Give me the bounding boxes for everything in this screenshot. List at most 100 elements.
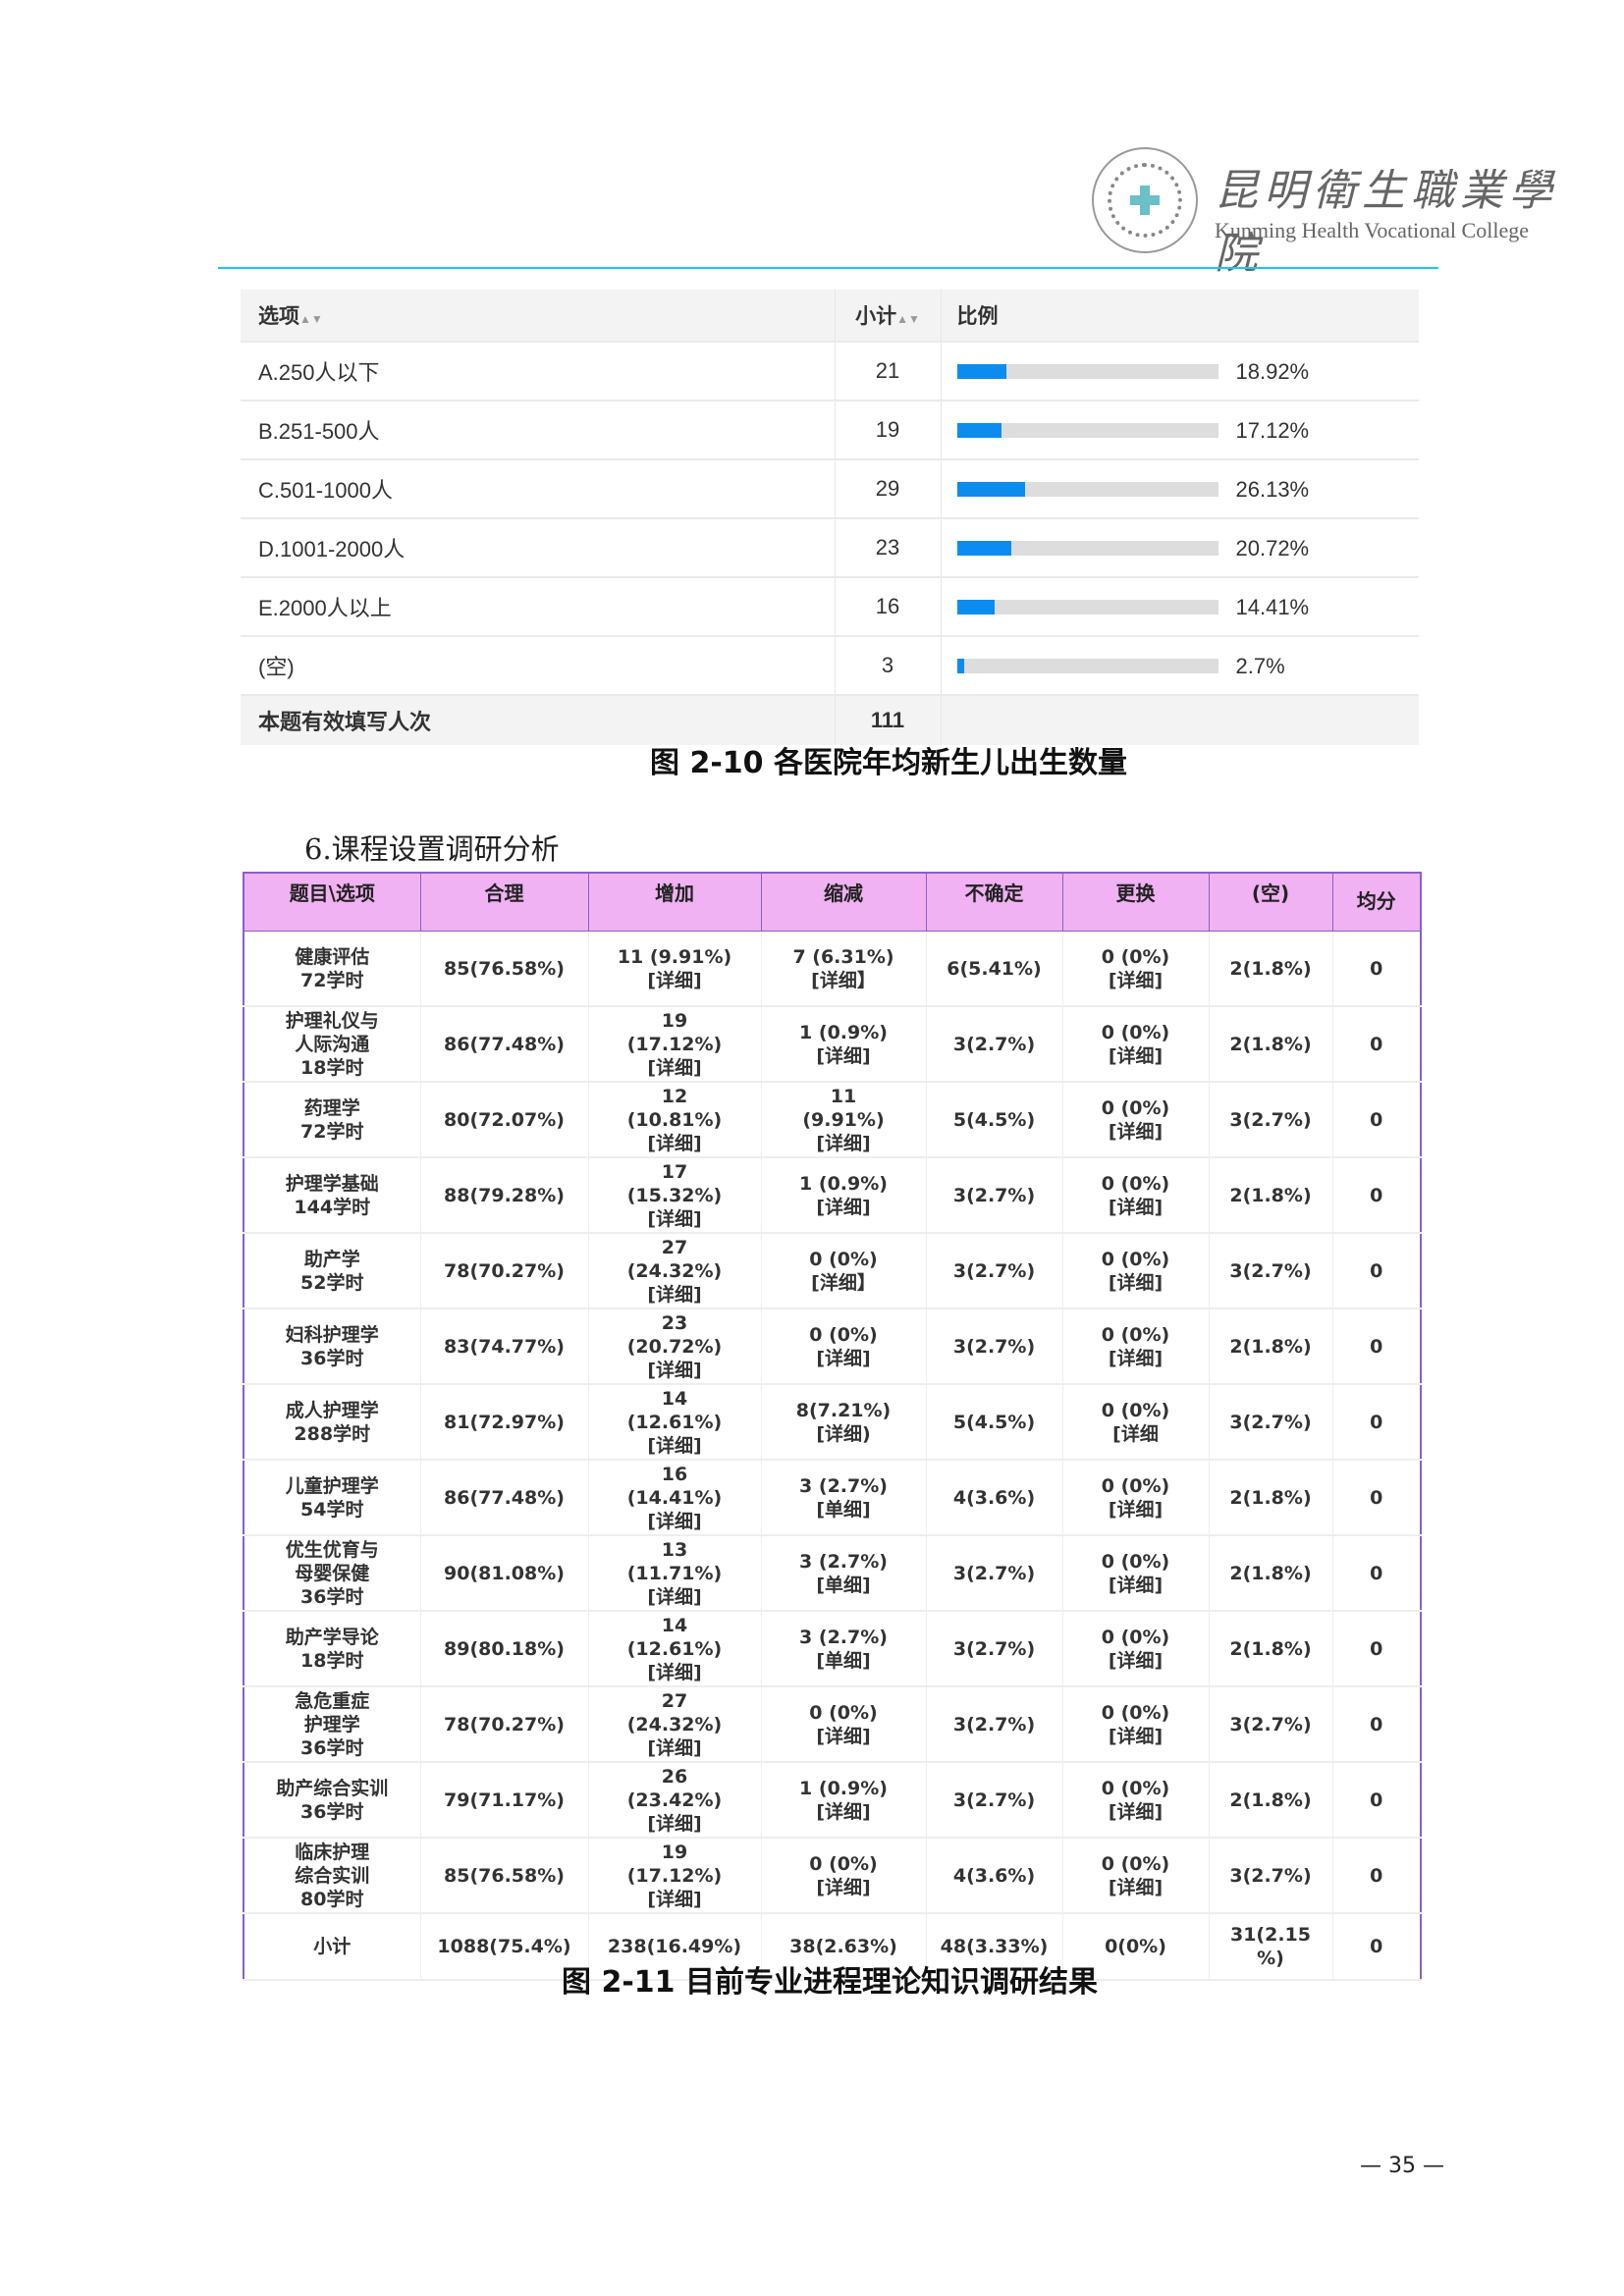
cell-value[interactable]: 0 (0%) [详细]	[1062, 1308, 1210, 1385]
cell-value: 80(72.07%)	[420, 1082, 589, 1158]
col-ratio: 比例	[941, 290, 1419, 343]
course-row: 优生优育与 母婴保健 36学时 90(81.08%) 13 (11.71%) [详细…	[244, 1535, 1422, 1612]
total-row: 小计 1088(75.4%) 238(16.49%) 38(2.63%) 48(3.33…	[244, 1913, 1422, 1981]
cell-value[interactable]: 14 (12.61%) [详细]	[588, 1384, 762, 1461]
cell-value: 81(72.97%)	[420, 1384, 589, 1461]
page-number: — 35 —	[1360, 2154, 1444, 2178]
cell-value[interactable]: 16 (14.41%) [详细]	[588, 1460, 762, 1536]
cell-value[interactable]: 0 (0%) [详细]	[1062, 1838, 1210, 1914]
course-name: 健康评估 72学时	[244, 931, 421, 1007]
cell-value: 0	[1332, 1838, 1422, 1914]
cell-value[interactable]: 0 (0%) [详细]	[1062, 1762, 1210, 1839]
cell-value[interactable]: 1 (0.9%) [详细]	[761, 1762, 927, 1839]
total-value: 111	[835, 695, 942, 745]
cell-value: 2(1.8%)	[1209, 1308, 1333, 1385]
cell-value[interactable]: 19 (17.12%) [详细]	[588, 1838, 762, 1914]
cell-value[interactable]: 0 (0%) [详细]	[1062, 931, 1210, 1007]
cell-value[interactable]: 0 (0%) [详细]	[1062, 1082, 1210, 1158]
cell-value[interactable]: 1 (0.9%) [详细]	[761, 1157, 927, 1234]
cell-value: 2(1.8%)	[1209, 1535, 1333, 1612]
course-row: 临床护理 综合实训 80学时 85(76.58%) 19 (17.12%) [详细]…	[244, 1838, 1422, 1914]
cell-value: 238(16.49%)	[588, 1913, 762, 1981]
cell-value: 4(3.6%)	[926, 1838, 1063, 1914]
cell-value[interactable]: 0 (0%) [详细	[1062, 1384, 1210, 1461]
option-count: 21	[835, 342, 942, 401]
cell-value[interactable]: 0 (0%) [详细]	[761, 1308, 927, 1385]
cell-value[interactable]: 0 (0%) [详细]	[1062, 1686, 1210, 1763]
ratio-bar	[956, 364, 1218, 380]
cell-value[interactable]: 14 (12.61%) [详细]	[588, 1611, 762, 1687]
option-row: A.250人以下 21 18.92%	[241, 342, 1419, 401]
column-header: 缩减	[760, 872, 927, 932]
cell-value: 86(77.48%)	[420, 1006, 589, 1083]
ratio-bar	[956, 423, 1218, 439]
option-count: 16	[835, 577, 942, 637]
cell-value: 48(3.33%)	[926, 1913, 1063, 1981]
ratio-bar	[956, 600, 1218, 615]
cell-value: 3(2.7%)	[926, 1535, 1063, 1612]
cell-value[interactable]: 26 (23.42%) [详细]	[588, 1762, 762, 1839]
total-label: 本题有效填写人次	[241, 695, 836, 745]
cell-value[interactable]: 1 (0.9%) [详细]	[761, 1006, 927, 1083]
col-count[interactable]: 小计▲▼	[835, 290, 942, 343]
cell-value: 38(2.63%)	[761, 1913, 927, 1981]
cell-value[interactable]: 7 (6.31%) [详细】	[761, 931, 927, 1007]
course-name: 妇科护理学 36学时	[244, 1308, 421, 1385]
course-name: 急危重症 护理学 36学时	[244, 1686, 421, 1763]
ratio-bar	[956, 482, 1218, 498]
cell-value[interactable]: 8(7.21%) [详细)	[761, 1384, 927, 1461]
column-header: 更换	[1061, 872, 1210, 932]
cell-value: 2(1.8%)	[1209, 1460, 1333, 1536]
cell-value: 85(76.58%)	[420, 1838, 589, 1914]
cell-value: 3(2.7%)	[926, 1762, 1063, 1839]
option-label: C.501-1000人	[241, 459, 836, 519]
cell-value[interactable]: 0 (0%) [详细]	[1062, 1460, 1210, 1536]
cell-value[interactable]: 27 (24.32%) [详细]	[588, 1686, 762, 1763]
course-row: 助产学 52学时 78(70.27%) 27 (24.32%) [详细] 0 (0%)…	[244, 1233, 1422, 1309]
col-option[interactable]: 选项▲▼	[241, 290, 836, 343]
option-label: D.1001-2000人	[241, 518, 836, 578]
cell-value: 85(76.58%)	[420, 931, 589, 1007]
option-label: (空)	[241, 636, 836, 696]
course-row: 药理学 72学时 80(72.07%) 12 (10.81%) [详细] 11 (9.…	[244, 1082, 1422, 1158]
cell-value: 89(80.18%)	[420, 1611, 589, 1687]
cell-value: 88(79.28%)	[420, 1157, 589, 1234]
cell-value[interactable]: 0 (0%) [洋细】	[761, 1233, 927, 1309]
course-row: 护理学基础 144学时 88(79.28%) 17 (15.32%) [详细] 1 (…	[244, 1157, 1422, 1234]
cell-value[interactable]: 27 (24.32%) [详细]	[588, 1233, 762, 1309]
cell-value: 3(2.7%)	[926, 1611, 1063, 1687]
cell-value[interactable]: 0 (0%) [详细]	[1062, 1611, 1210, 1687]
cell-value: 1088(75.4%)	[420, 1913, 589, 1981]
cell-value[interactable]: 0 (0%) [详细]	[761, 1838, 927, 1914]
course-row: 儿童护理学 54学时 86(77.48%) 16 (14.41%) [详细] 3 (2…	[244, 1460, 1422, 1536]
cell-value[interactable]: 0 (0%) [详细]	[761, 1686, 927, 1763]
course-name: 临床护理 综合实训 80学时	[244, 1838, 421, 1914]
cell-value: 3(2.7%)	[926, 1308, 1063, 1385]
cell-value[interactable]: 0 (0%) [详细]	[1062, 1233, 1210, 1309]
cell-value[interactable]: 0 (0%) [详细]	[1062, 1535, 1210, 1612]
cell-value[interactable]: 12 (10.81%) [详细]	[588, 1082, 762, 1158]
option-row: (空) 3 2.7%	[241, 636, 1419, 696]
cell-value[interactable]: 11 (9.91%) [详细]	[761, 1082, 927, 1158]
cell-value: 90(81.08%)	[420, 1535, 589, 1612]
cell-value[interactable]: 0 (0%) [详细]	[1062, 1157, 1210, 1234]
cell-value[interactable]: 3 (2.7%) [单细]	[761, 1460, 927, 1536]
cell-value[interactable]: 17 (15.32%) [详细]	[588, 1157, 762, 1234]
cell-value: 0	[1332, 1006, 1422, 1083]
cell-value[interactable]: 23 (20.72%) [详细]	[588, 1308, 762, 1385]
ratio-percent: 14.41%	[1235, 594, 1310, 619]
cell-value: 3(2.7%)	[1209, 1686, 1333, 1763]
cell-value[interactable]: 13 (11.71%) [详细]	[588, 1535, 762, 1612]
cell-value[interactable]: 0 (0%) [详细]	[1062, 1006, 1210, 1083]
cell-value[interactable]: 19 (17.12%) [详细]	[588, 1006, 762, 1083]
cell-value[interactable]: 3 (2.7%) [单细]	[761, 1611, 927, 1687]
cell-value: 78(70.27%)	[420, 1233, 589, 1309]
cell-value[interactable]: 3 (2.7%) [单细]	[761, 1535, 927, 1612]
course-row: 健康评估 72学时 85(76.58%) 11 (9.91%) [详细] 7 (6.3…	[244, 931, 1422, 1007]
total-row: 本题有效填写人次 111	[241, 695, 1419, 745]
cell-value[interactable]: 11 (9.91%) [详细]	[588, 931, 762, 1007]
option-count: 19	[835, 400, 942, 460]
column-header: 不确定	[925, 872, 1063, 932]
cell-value: 0	[1332, 931, 1422, 1007]
course-row: 护理礼仪与 人际沟通 18学时 86(77.48%) 19 (17.12%) [详细…	[244, 1006, 1422, 1083]
